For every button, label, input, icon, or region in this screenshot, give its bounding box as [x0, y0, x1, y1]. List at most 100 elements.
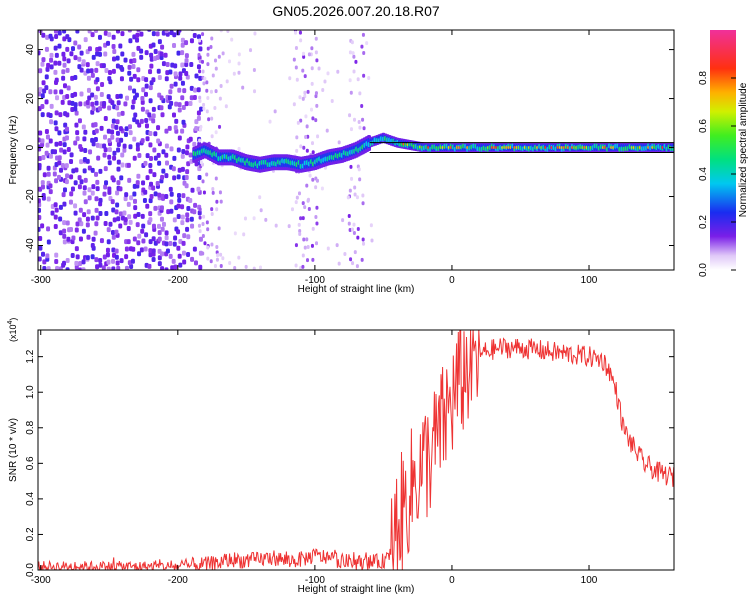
heatmap-cell	[53, 45, 58, 51]
heatmap-cell	[86, 209, 91, 215]
heatmap-cell	[54, 52, 59, 58]
heatmap-cell	[137, 233, 142, 239]
heatmap-cell	[360, 257, 364, 262]
heatmap-cell	[314, 36, 318, 41]
heatmap-cell	[205, 80, 209, 85]
heatmap-cell	[169, 191, 174, 197]
heatmap-cell	[123, 217, 128, 223]
heatmap-cell	[55, 95, 60, 101]
heatmap-cell	[78, 236, 83, 242]
heatmap-cell	[305, 237, 309, 242]
heatmap-cell	[197, 38, 201, 43]
heatmap-cell	[209, 45, 213, 50]
heatmap-cell	[106, 128, 111, 134]
heatmap-cell	[181, 240, 186, 246]
heatmap-cell	[97, 34, 102, 40]
heatmap-cell	[314, 215, 318, 220]
heatmap-cell	[163, 52, 168, 58]
heatmap-cell	[111, 266, 116, 270]
heatmap-cell	[143, 189, 148, 195]
heatmap-cell	[355, 264, 359, 269]
heatmap-cell	[294, 46, 298, 51]
heatmap-cell	[196, 64, 201, 70]
heatmap-cell	[311, 177, 315, 182]
heatmap-cell	[315, 178, 319, 183]
heatmap-cell	[111, 234, 116, 240]
heatmap-cell	[45, 142, 50, 148]
heatmap-cell	[69, 174, 74, 180]
heatmap-cell	[132, 155, 137, 161]
heatmap-cell	[135, 119, 140, 125]
heatmap-cell	[198, 207, 202, 212]
snr-x-tick-label: -200	[168, 575, 188, 586]
heatmap-cell	[171, 258, 176, 264]
heatmap-cell	[65, 267, 70, 270]
heatmap-cell	[69, 191, 74, 197]
heatmap-cell	[79, 159, 84, 165]
heatmap-cell	[173, 264, 178, 270]
heatmap-cell	[160, 174, 165, 180]
heatmap-cell	[131, 246, 136, 252]
heatmap-cell	[184, 183, 189, 189]
heatmap-cell	[116, 147, 121, 153]
heatmap-cell	[94, 196, 99, 202]
heatmap-cell	[77, 56, 82, 62]
heatmap-cell	[94, 171, 99, 177]
heatmap-cell	[53, 69, 58, 75]
heatmap-cell	[143, 91, 148, 97]
heatmap-cell	[124, 192, 129, 198]
heatmap-cell	[104, 210, 109, 216]
heatmap-cell	[41, 80, 46, 86]
heatmap-cell	[41, 57, 46, 63]
heatmap-cell	[143, 246, 148, 252]
heatmap-cell	[112, 48, 117, 54]
heatmap-cell	[42, 172, 47, 178]
heatmap-cell	[160, 44, 165, 50]
heatmap-cell	[176, 174, 181, 180]
heatmap-cell	[85, 158, 90, 164]
heatmap-cell	[141, 87, 146, 93]
heatmap-cell	[161, 168, 166, 174]
spectrogram-frame	[37, 29, 675, 271]
heatmap-cell	[94, 30, 99, 34]
heatmap-cell	[184, 175, 189, 181]
heatmap-cell	[303, 245, 307, 250]
heatmap-cell	[131, 99, 136, 105]
heatmap-cell	[314, 241, 318, 246]
heatmap-cell	[173, 71, 178, 77]
heatmap-cell	[38, 144, 41, 150]
heatmap-cell	[157, 160, 162, 166]
heatmap-cell	[107, 138, 112, 144]
snr-y-tick-label: 0.2	[25, 527, 36, 541]
heatmap-cell	[217, 226, 221, 231]
heatmap-cell	[116, 265, 121, 270]
heatmap-cell	[219, 252, 223, 257]
heatmap-cell	[197, 52, 201, 57]
heatmap-cell	[111, 43, 116, 49]
heatmap-cell	[207, 117, 211, 122]
heatmap-cell	[361, 201, 365, 206]
heatmap-cell	[186, 161, 191, 167]
heatmap-cell	[180, 220, 185, 226]
heatmap-cell	[172, 241, 177, 247]
heatmap-cell	[145, 136, 150, 142]
heatmap-cell	[133, 213, 138, 219]
heatmap-cell	[172, 217, 177, 223]
heatmap-cell	[101, 265, 106, 270]
heatmap-cell	[151, 77, 156, 83]
heatmap-cell	[210, 134, 214, 139]
heatmap-cell	[350, 227, 354, 232]
heatmap-cell	[46, 196, 51, 202]
heatmap-cell	[230, 37, 234, 42]
heatmap-cell	[65, 112, 70, 118]
heatmap-cell	[157, 39, 162, 45]
heatmap-cell	[193, 260, 198, 266]
heatmap-cell	[81, 228, 86, 234]
heatmap-cell	[180, 95, 185, 101]
heatmap-cell	[241, 85, 245, 90]
heatmap-cell	[120, 110, 125, 116]
heatmap-cell	[75, 130, 80, 136]
heatmap-cell	[38, 86, 43, 92]
heatmap-cell	[82, 185, 87, 191]
heatmap-cell	[105, 252, 110, 258]
